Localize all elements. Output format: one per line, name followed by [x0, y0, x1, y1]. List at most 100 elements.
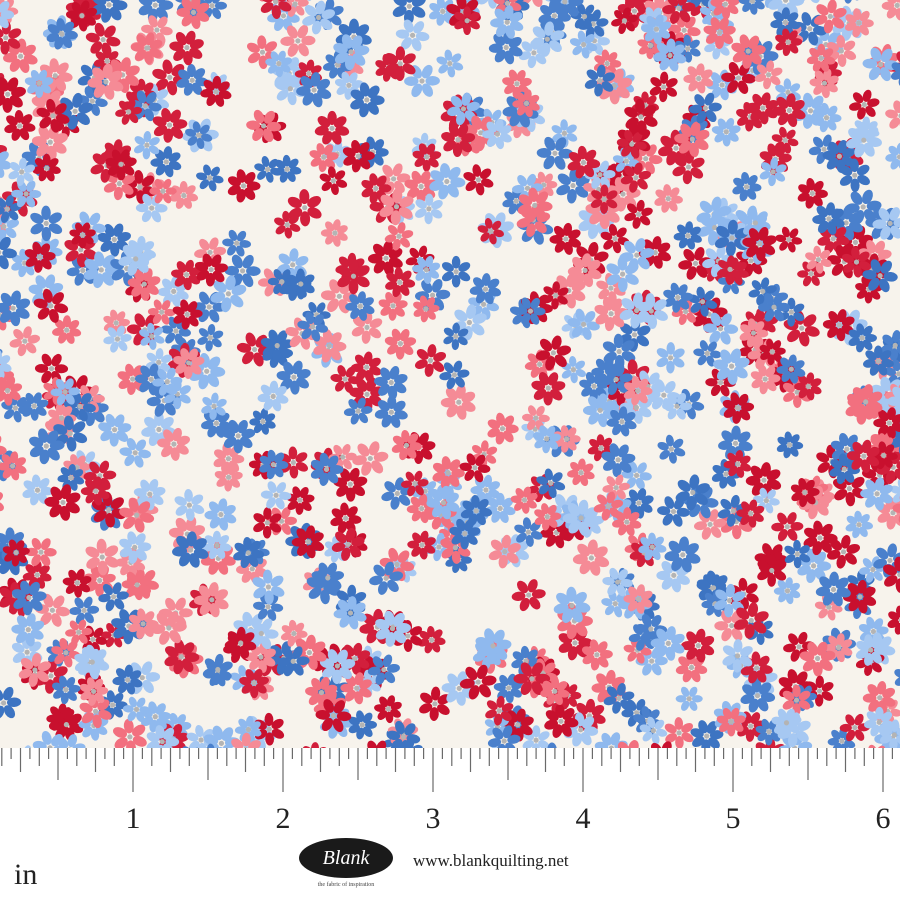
petal: [141, 661, 153, 675]
flower: [711, 118, 741, 147]
petal: [144, 416, 157, 429]
petal: [816, 561, 832, 571]
petal: [847, 575, 859, 585]
petal: [257, 278, 271, 287]
petal: [675, 665, 689, 675]
petal: [493, 33, 506, 46]
petal: [527, 55, 537, 69]
petal: [621, 709, 634, 718]
flower: [488, 30, 523, 65]
petal: [426, 481, 437, 491]
petal: [867, 98, 880, 107]
petal: [395, 300, 408, 309]
petal: [885, 0, 897, 4]
flower: [560, 355, 587, 384]
flower-center: [265, 604, 271, 610]
petal: [281, 507, 291, 519]
petal: [84, 86, 94, 99]
petal: [886, 7, 897, 19]
petal: [90, 103, 100, 116]
petal: [536, 648, 546, 658]
petal: [167, 80, 178, 96]
petal: [451, 274, 461, 288]
petal: [561, 369, 572, 379]
petal: [420, 692, 433, 704]
flower-center: [171, 288, 177, 294]
petal: [852, 92, 864, 104]
petal: [570, 372, 578, 384]
petal: [488, 43, 503, 53]
petal: [508, 37, 522, 48]
petal: [546, 181, 558, 189]
flower-center: [661, 392, 667, 398]
petal: [591, 683, 606, 693]
petal: [525, 430, 535, 441]
petal: [544, 173, 553, 184]
flower-center: [240, 268, 246, 274]
petal: [788, 633, 799, 645]
petal: [160, 416, 174, 429]
petal: [308, 302, 317, 313]
petal: [811, 275, 820, 286]
flower: [797, 177, 828, 209]
petal: [881, 1, 895, 10]
petal: [311, 742, 320, 748]
petal: [217, 561, 229, 575]
petal: [545, 534, 557, 547]
petal: [257, 608, 268, 620]
flower-center: [336, 293, 342, 299]
flower: [849, 89, 880, 120]
petal: [579, 474, 589, 487]
petal: [589, 211, 603, 225]
petal: [504, 50, 515, 65]
flower-center: [809, 190, 815, 196]
petal: [394, 306, 405, 317]
petal: [832, 742, 842, 748]
petal: [731, 627, 743, 641]
petal: [142, 679, 154, 694]
flower-center: [167, 74, 173, 81]
petal: [710, 72, 722, 84]
flower: [675, 651, 708, 683]
flower-center: [894, 2, 900, 8]
petal: [865, 106, 876, 117]
petal: [171, 294, 181, 307]
petal: [737, 116, 749, 126]
petal: [155, 78, 169, 91]
flower-center: [633, 472, 640, 478]
petal: [767, 143, 777, 157]
flower-center: [861, 101, 867, 108]
flower-center: [729, 622, 735, 629]
petal: [798, 631, 808, 645]
petal: [720, 87, 729, 101]
flower-center: [252, 346, 258, 353]
petal: [756, 633, 765, 645]
petal: [575, 360, 586, 370]
petal: [533, 230, 544, 245]
petal: [373, 154, 384, 166]
flower: [881, 0, 900, 21]
flower-center: [278, 518, 285, 524]
petal: [162, 59, 173, 75]
petal: [890, 485, 900, 494]
petal: [568, 696, 578, 707]
petal: [596, 673, 608, 686]
petal: [637, 462, 647, 474]
flower-center: [810, 563, 817, 569]
petal: [816, 452, 830, 463]
petal: [245, 332, 256, 347]
petal: [145, 672, 161, 682]
petal: [721, 430, 734, 443]
petal: [494, 49, 506, 63]
petal: [797, 192, 810, 202]
petal: [714, 621, 729, 631]
petal: [595, 358, 607, 371]
petal: [380, 306, 392, 316]
flower-center: [259, 49, 266, 55]
flower-center: [432, 701, 438, 707]
petal: [587, 224, 599, 240]
flower-center: [808, 271, 814, 277]
petal: [892, 493, 900, 503]
petal: [599, 214, 610, 230]
